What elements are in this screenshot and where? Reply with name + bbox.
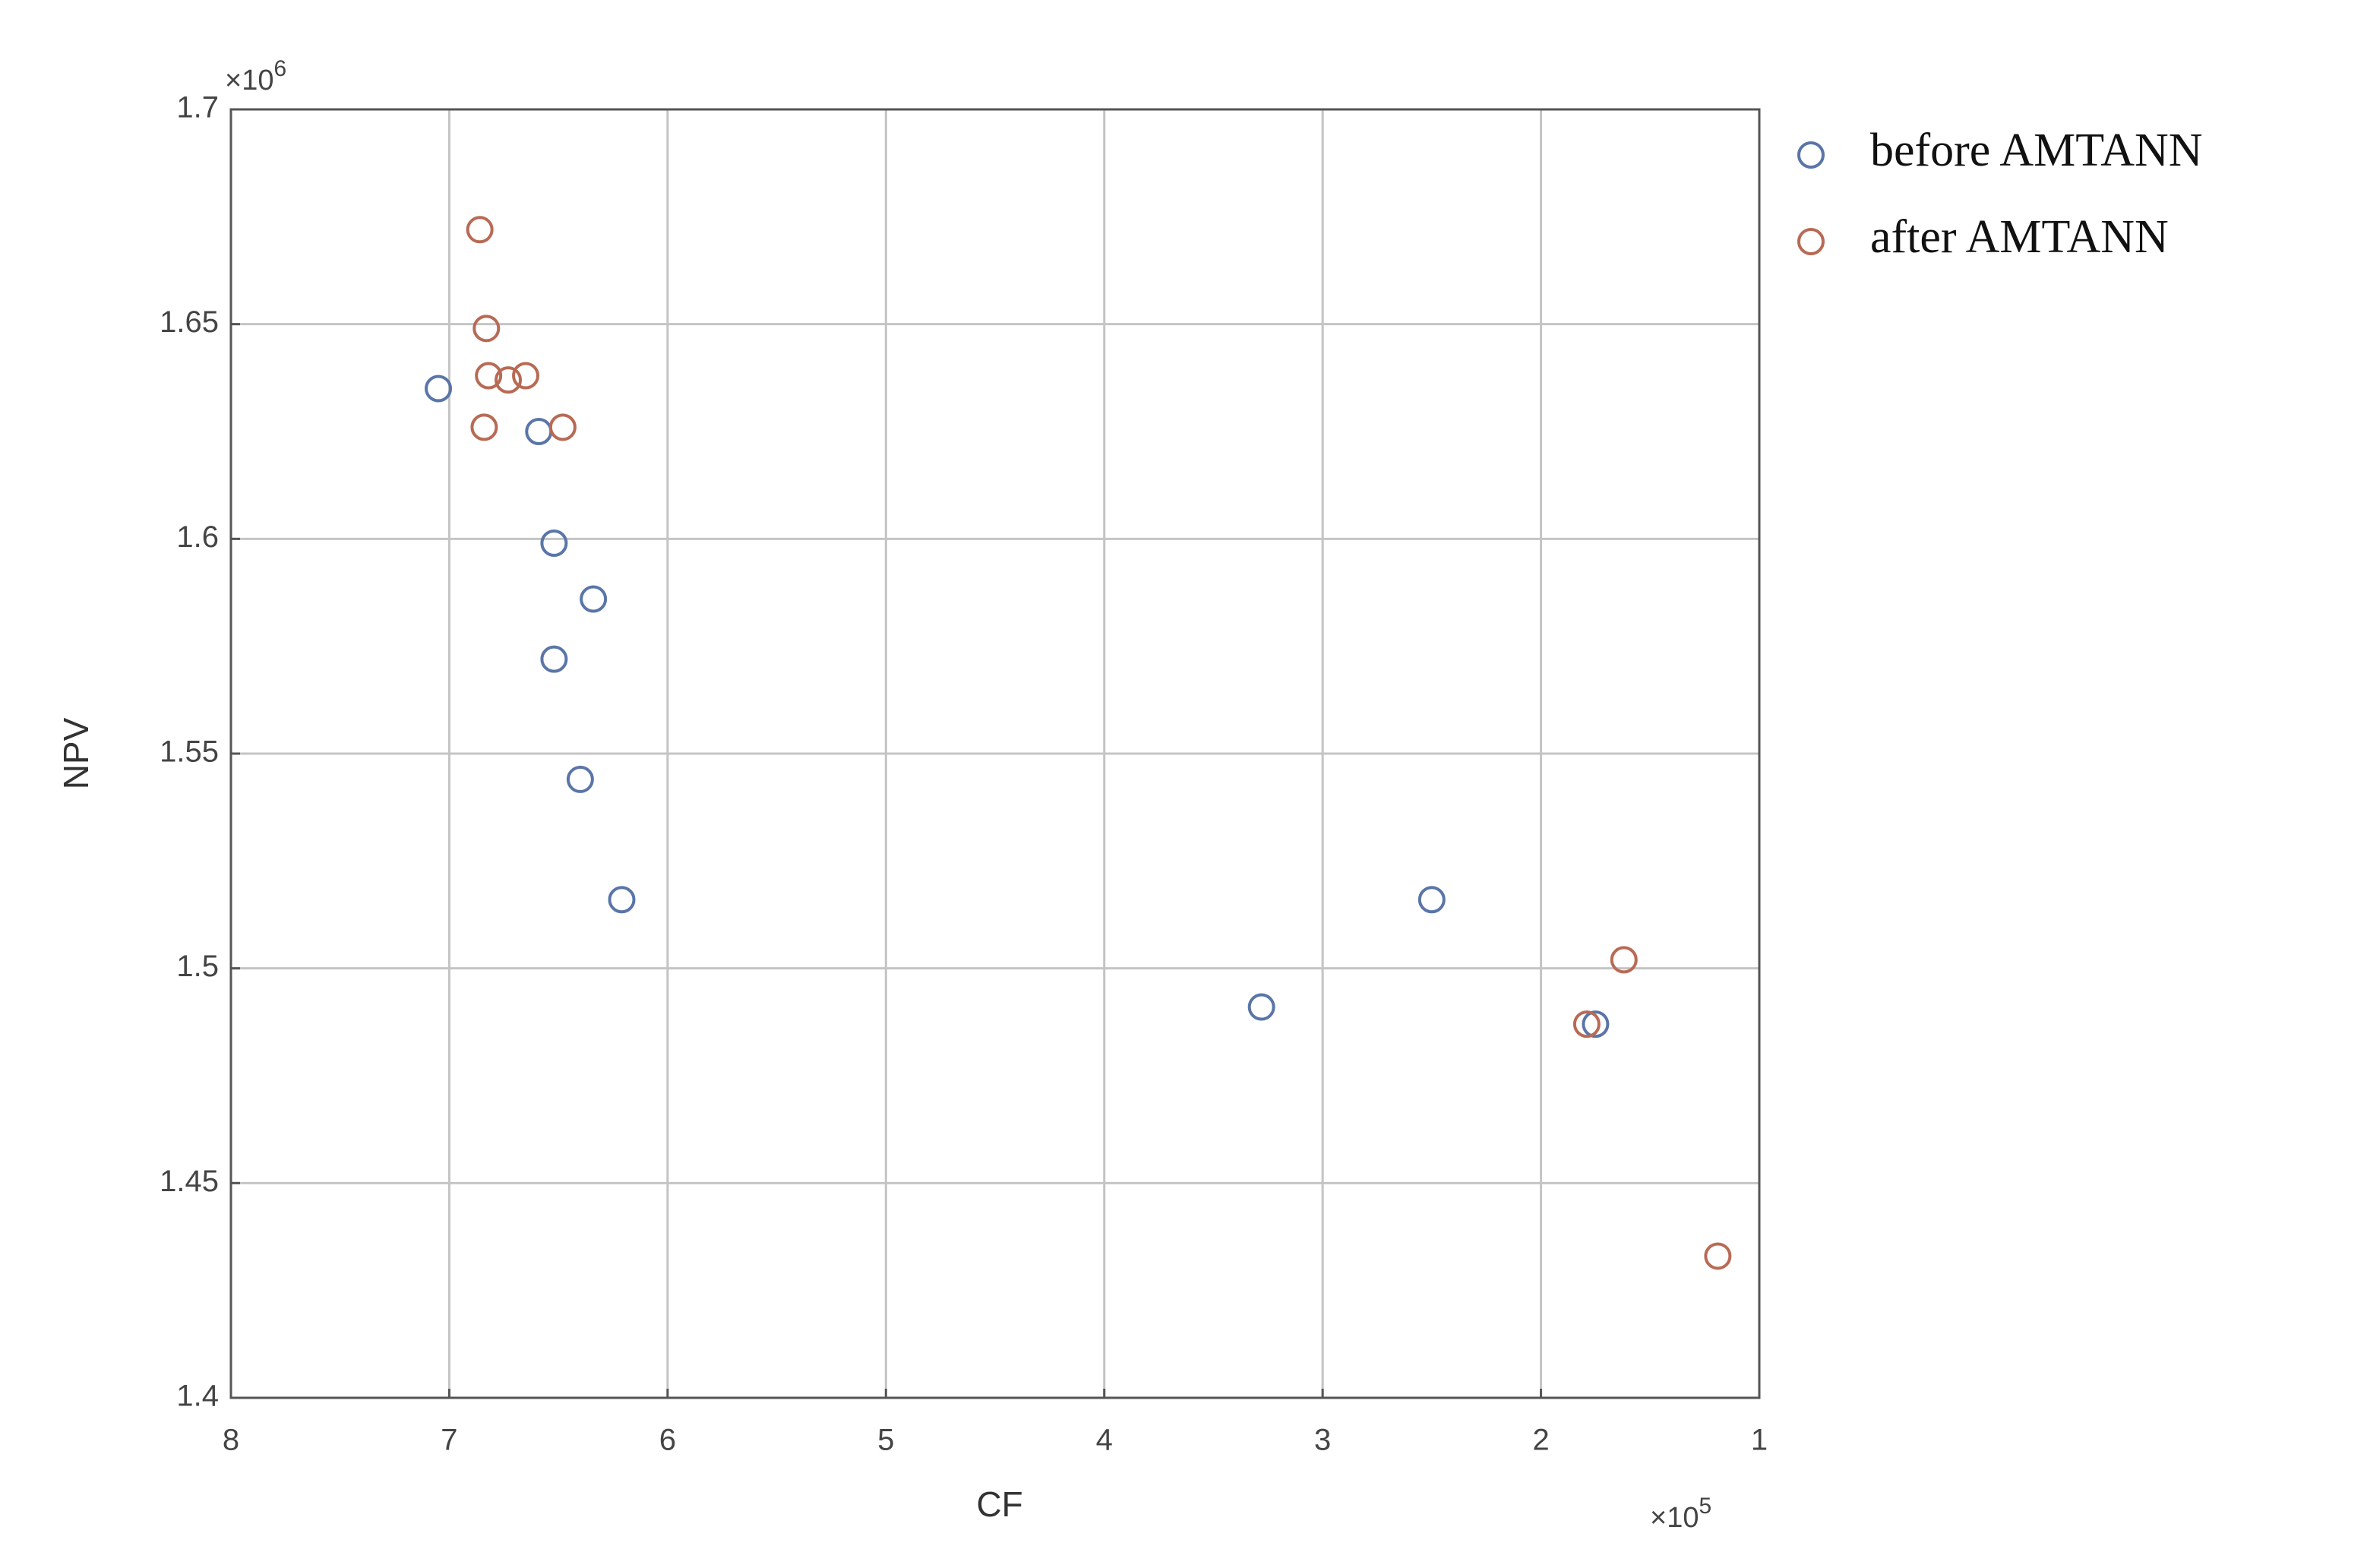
legend-label: after AMTANN (1870, 211, 2169, 263)
y-multiplier: ×106 (225, 56, 286, 96)
x-axis-label: CF (976, 1484, 1022, 1524)
multiplier-exponent: 6 (273, 56, 286, 81)
legend-label: before AMTANN (1870, 125, 2203, 176)
point (495, 366, 523, 394)
y-tick-label: 1.55 (160, 735, 219, 769)
y-tick-label: 1.7 (176, 91, 219, 125)
x-tick-label: 2 (1532, 1424, 1549, 1457)
plot-frame (229, 108, 1761, 1399)
point (608, 886, 636, 914)
x-multiplier: ×105 (1650, 1494, 1711, 1534)
legend-marker (1797, 141, 1825, 169)
x-tick-label: 7 (441, 1424, 457, 1457)
point (472, 315, 501, 343)
x-tick-label: 8 (223, 1424, 239, 1457)
point (1417, 886, 1446, 914)
multiplier-exponent: 5 (1699, 1494, 1711, 1519)
x-tick-label: 1 (1751, 1424, 1768, 1457)
x-tick-label: 5 (877, 1424, 894, 1457)
point (540, 529, 568, 557)
point (1247, 993, 1275, 1021)
point (540, 645, 568, 673)
legend-marker (1797, 228, 1825, 255)
point (1572, 1010, 1601, 1038)
point (580, 585, 608, 613)
y-tick-label: 1.4 (176, 1380, 219, 1413)
x-tick-label: 4 (1096, 1424, 1113, 1457)
y-tick-label: 1.5 (176, 950, 219, 983)
multiplier-base: ×10 (225, 65, 273, 96)
point (425, 375, 453, 403)
point (512, 362, 540, 390)
y-axis-label: NPV (56, 717, 96, 789)
point (470, 413, 498, 441)
point (1582, 1010, 1610, 1038)
point (548, 413, 577, 441)
y-tick-label: 1.65 (160, 305, 219, 339)
point (1610, 946, 1638, 974)
y-tick-label: 1.45 (160, 1165, 219, 1198)
y-tick-label: 1.6 (176, 520, 219, 554)
x-tick-label: 6 (659, 1424, 676, 1457)
point (475, 362, 503, 390)
point (1704, 1242, 1732, 1270)
point (466, 216, 494, 244)
multiplier-base: ×10 (1650, 1502, 1699, 1534)
x-tick-label: 3 (1314, 1424, 1331, 1457)
point (566, 765, 594, 793)
